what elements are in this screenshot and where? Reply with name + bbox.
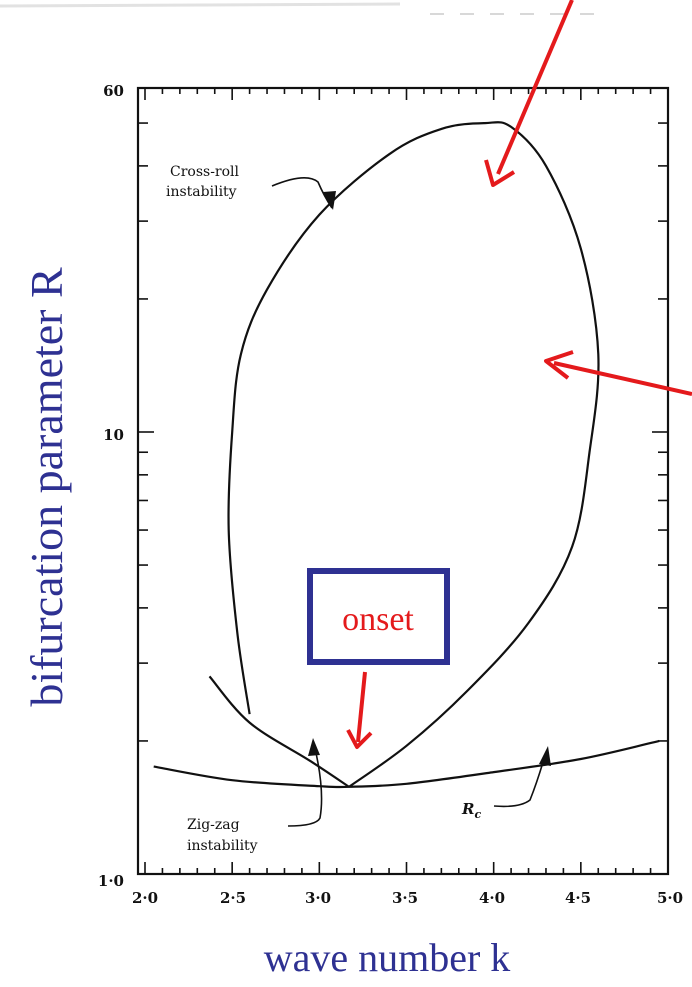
cross-roll-leader — [271, 177, 333, 209]
zig-zag-leader — [287, 743, 323, 827]
zig-zag-label-line2: instability — [187, 838, 258, 854]
x-tick-label-5-0: 5·0 — [657, 889, 683, 907]
x-tick-label-4-5: 4·5 — [565, 889, 591, 907]
onset-arrow-head — [346, 729, 373, 749]
x-axis-title: wave number k — [264, 935, 511, 980]
y-tick-label-1: 1·0 — [98, 872, 124, 890]
plot-frame — [136, 86, 670, 876]
rc-label-subscript: c — [474, 808, 481, 821]
cross-roll-label-line2: instability — [166, 184, 237, 200]
onset-label: onset — [342, 601, 414, 638]
zig-zag-label-line1: Zig-zag — [187, 817, 240, 833]
y-tick-label-60: 60 — [103, 82, 124, 100]
cross-roll-label-line1: Cross-roll — [170, 164, 240, 180]
rc-label-main: R — [461, 800, 474, 818]
zig-zag-leader-arrowhead — [308, 738, 320, 756]
y-tick-label-10: 10 — [103, 426, 124, 444]
x-tick-label-3-0: 3·0 — [305, 889, 331, 907]
x-tick-label-4-0: 4·0 — [479, 889, 505, 907]
rc-label: Rc — [461, 800, 481, 821]
critical-curve-rc — [153, 739, 660, 789]
onset-box — [307, 568, 450, 665]
red-arrow-right-shaft — [553, 361, 692, 396]
y-axis-title: bifurcation parameter R — [21, 267, 72, 707]
red-arrow-right-head — [544, 350, 574, 380]
red-arrow-top-shaft — [496, 0, 574, 175]
red-arrow-top-head — [484, 159, 516, 187]
x-tick-label-2-0: 2·0 — [132, 889, 158, 907]
rc-leader — [493, 751, 547, 808]
cross-roll-instability-curve — [227, 121, 600, 788]
x-tick-label-3-5: 3·5 — [392, 889, 418, 907]
cross-roll-leader-arrowhead — [323, 191, 336, 210]
scan-edge-top — [0, 2, 401, 8]
rc-leader-arrowhead — [539, 746, 551, 766]
axis-ticks — [138, 88, 668, 874]
zig-zag-instability-curve — [208, 675, 350, 788]
onset-arrow-shaft — [356, 671, 367, 743]
x-tick-label-2-5: 2·5 — [220, 889, 246, 907]
